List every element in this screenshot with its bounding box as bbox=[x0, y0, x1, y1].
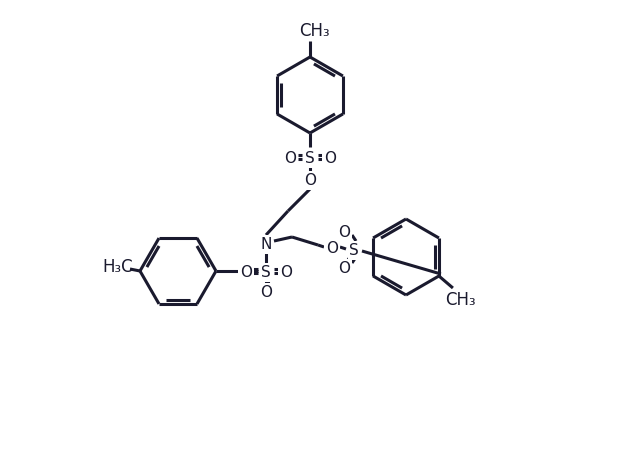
Text: S: S bbox=[305, 151, 315, 166]
Text: O: O bbox=[338, 225, 350, 240]
Text: O: O bbox=[324, 151, 336, 166]
Text: CH₃: CH₃ bbox=[299, 22, 330, 40]
Text: O: O bbox=[240, 265, 252, 280]
Text: H₃C: H₃C bbox=[102, 258, 133, 276]
Text: S: S bbox=[261, 265, 271, 280]
Text: CH₃: CH₃ bbox=[445, 291, 476, 309]
Text: O: O bbox=[326, 241, 338, 256]
Text: S: S bbox=[349, 243, 359, 258]
Text: O: O bbox=[338, 261, 350, 276]
Text: N: N bbox=[260, 237, 272, 252]
Text: O: O bbox=[284, 151, 296, 166]
Text: O: O bbox=[260, 285, 272, 300]
Text: O: O bbox=[304, 173, 316, 188]
Text: O: O bbox=[280, 265, 292, 280]
